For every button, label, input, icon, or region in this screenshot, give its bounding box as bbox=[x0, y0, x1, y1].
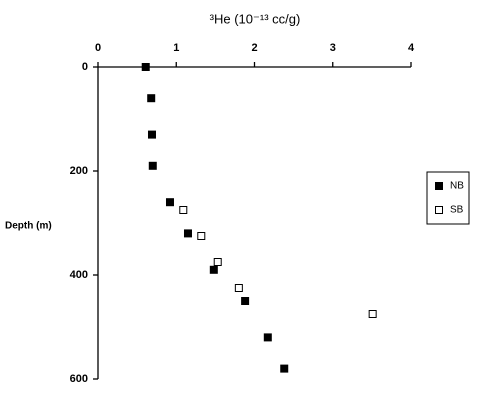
data-point bbox=[209, 265, 218, 274]
legend-box bbox=[426, 171, 470, 225]
data-point bbox=[183, 229, 192, 238]
data-point bbox=[280, 364, 289, 373]
data-point bbox=[263, 333, 272, 342]
legend-marker bbox=[435, 206, 443, 214]
x-tick-label: 3 bbox=[330, 42, 336, 54]
y-tick-label: 200 bbox=[70, 165, 88, 177]
legend-marker bbox=[435, 182, 443, 190]
data-point bbox=[234, 284, 243, 292]
data-point bbox=[148, 161, 157, 170]
legend-label: NB bbox=[450, 181, 464, 192]
x-tick-label: 0 bbox=[95, 42, 101, 54]
y-tick-label: 600 bbox=[70, 373, 88, 385]
data-point bbox=[147, 130, 156, 139]
data-point bbox=[241, 297, 250, 305]
y-tick-label: 0 bbox=[82, 61, 88, 73]
data-point bbox=[368, 310, 377, 318]
x-tick-label: 2 bbox=[251, 42, 257, 54]
x-tick-label: 4 bbox=[408, 42, 415, 54]
x-axis-title: ³He (10⁻¹³ cc/g) bbox=[210, 11, 301, 26]
legend-label: SB bbox=[450, 205, 464, 216]
y-tick-label: 400 bbox=[70, 269, 88, 281]
data-point bbox=[165, 198, 174, 207]
data-point bbox=[147, 94, 156, 103]
data-point bbox=[213, 258, 222, 266]
x-tick-label: 1 bbox=[173, 42, 179, 54]
data-point bbox=[179, 206, 188, 214]
data-point bbox=[141, 63, 150, 71]
y-axis-title: Depth (m) bbox=[5, 221, 52, 232]
data-point bbox=[197, 232, 206, 240]
